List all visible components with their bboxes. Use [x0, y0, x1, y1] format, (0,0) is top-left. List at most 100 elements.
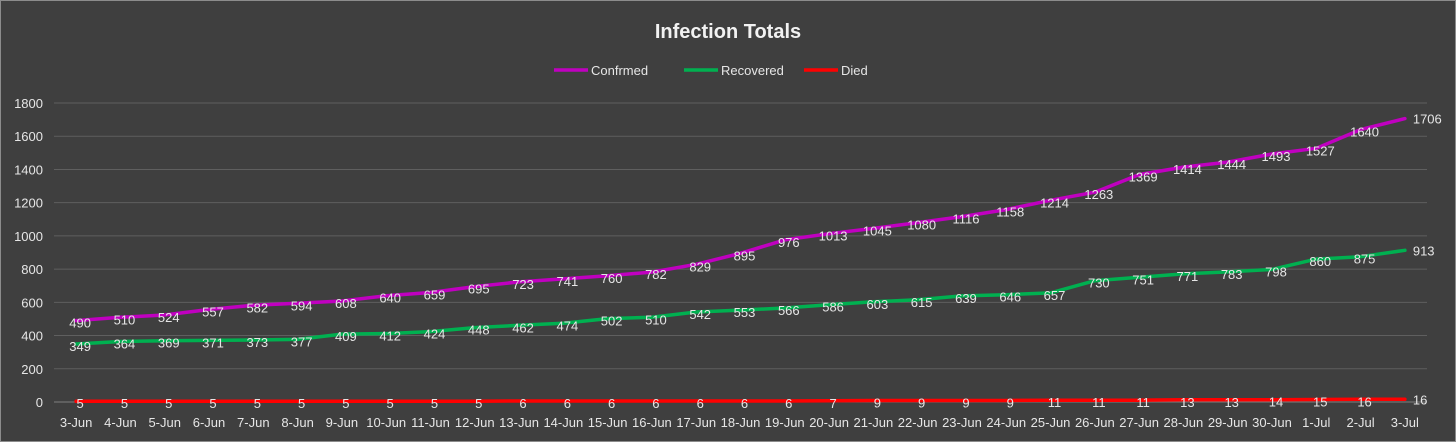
data-label: 639: [955, 291, 977, 306]
x-tick-label: 24-Jun: [986, 415, 1026, 430]
x-tick-label: 12-Jun: [455, 415, 495, 430]
data-label: 349: [69, 339, 91, 354]
data-label: 695: [468, 282, 490, 297]
data-label: 615: [911, 295, 933, 310]
data-label: 424: [424, 327, 446, 342]
data-label: 1158: [996, 205, 1024, 220]
data-label: 6: [652, 396, 659, 411]
data-label: 5: [254, 396, 261, 411]
data-label: 510: [645, 312, 667, 327]
data-label: 409: [335, 329, 357, 344]
data-label: 364: [114, 337, 136, 352]
data-label: 646: [999, 290, 1021, 305]
series-line-died: [74, 397, 1407, 403]
x-axis: 3-Jun 4-Jun 5-Jun 6-Jun 7-Jun 8-Jun 9-Jun 10-Ju…: [60, 415, 1419, 430]
data-label: 730: [1088, 276, 1110, 291]
chart-title: Infection Totals: [655, 21, 801, 43]
data-label: 875: [1354, 252, 1376, 267]
data-label: 6: [608, 396, 615, 411]
data-label: 1080: [907, 218, 936, 233]
data-label: 369: [158, 336, 180, 351]
x-tick-label: 11-Jun: [411, 415, 450, 430]
x-tick-label: 21-Jun: [853, 415, 893, 430]
data-label: 373: [246, 335, 268, 350]
x-tick-label: 25-Jun: [1031, 415, 1071, 430]
x-tick-label: 30-Jun: [1252, 415, 1292, 430]
data-label: 1527: [1306, 143, 1335, 158]
data-label: 1045: [863, 223, 892, 238]
data-label: 1493: [1262, 149, 1291, 164]
y-tick-label: 200: [21, 362, 43, 377]
y-tick-label: 600: [21, 295, 43, 310]
data-label: 6: [564, 396, 571, 411]
data-label: 860: [1309, 254, 1331, 269]
data-label: 5: [475, 396, 482, 411]
x-tick-label: 6-Jun: [193, 415, 226, 430]
y-tick-label: 1400: [14, 162, 43, 177]
data-label: 13: [1180, 395, 1194, 410]
x-tick-label: 2-Jul: [1346, 415, 1374, 430]
x-tick-label: 5-Jun: [148, 415, 181, 430]
data-label: 783: [1221, 267, 1243, 282]
legend-entry: Died: [841, 63, 868, 78]
data-label: 1706: [1413, 112, 1442, 127]
data-label: 1013: [819, 229, 848, 244]
data-label: 771: [1177, 269, 1199, 284]
data-label: 371: [202, 335, 224, 350]
data-label: 5: [431, 396, 438, 411]
data-label: 1444: [1217, 157, 1246, 172]
legend-entry: Recovered: [721, 63, 784, 78]
data-label: 5: [298, 396, 305, 411]
data-label: 608: [335, 296, 357, 311]
data-label: 490: [69, 316, 91, 331]
data-label: 448: [468, 323, 490, 338]
gridlines: [54, 102, 1427, 403]
series-line-confrmed: [74, 116, 1407, 323]
x-tick-label: 13-Jun: [499, 415, 539, 430]
x-tick-label: 10-Jun: [366, 415, 406, 430]
y-tick-label: 1800: [14, 96, 43, 111]
data-label: 895: [734, 248, 756, 263]
data-labels: 490 510 524 557 582 594 608 640 659 695 723 741 760 7…: [69, 112, 1441, 412]
data-label: 5: [77, 396, 84, 411]
x-tick-label: 14-Jun: [543, 415, 583, 430]
y-tick-label: 1200: [14, 196, 43, 211]
legend-entry: Confrmed: [591, 63, 648, 78]
y-tick-label: 400: [21, 329, 43, 344]
x-tick-label: 20-Jun: [809, 415, 849, 430]
data-label: 510: [114, 312, 136, 327]
data-label: 524: [158, 310, 180, 325]
data-label: 751: [1132, 272, 1154, 287]
y-axis: 0 200 400 600 800 1000 1200 1400 1600 1800: [14, 96, 43, 410]
data-label: 5: [342, 396, 349, 411]
x-tick-label: 7-Jun: [237, 415, 270, 430]
data-label: 14: [1269, 395, 1283, 410]
data-label: 582: [246, 300, 268, 315]
data-label: 9: [962, 396, 969, 411]
x-tick-label: 3-Jul: [1391, 415, 1419, 430]
data-label: 412: [379, 329, 401, 344]
y-tick-label: 800: [21, 262, 43, 277]
legend: Confrmed Recovered Died: [554, 63, 868, 78]
data-label: 741: [556, 274, 578, 289]
data-label: 5: [387, 396, 394, 411]
data-label: 11: [1136, 395, 1150, 410]
data-label: 6: [785, 396, 792, 411]
data-label: 9: [918, 396, 925, 411]
data-label: 9: [1007, 396, 1014, 411]
data-label: 1414: [1173, 162, 1202, 177]
data-label: 11: [1092, 395, 1106, 410]
data-label: 586: [822, 300, 844, 315]
data-label: 659: [424, 288, 446, 303]
data-label: 16: [1357, 394, 1371, 409]
x-tick-label: 18-Jun: [721, 415, 761, 430]
data-label: 13: [1224, 395, 1238, 410]
x-tick-label: 26-Jun: [1075, 415, 1115, 430]
x-tick-label: 8-Jun: [281, 415, 314, 430]
x-tick-label: 17-Jun: [676, 415, 716, 430]
x-tick-label: 9-Jun: [326, 415, 359, 430]
data-label: 6: [741, 396, 748, 411]
series-line-recovered: [74, 248, 1407, 346]
